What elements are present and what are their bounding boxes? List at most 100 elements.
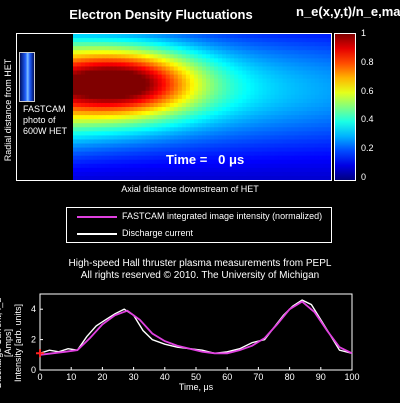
heatmap-cell [278, 42, 284, 47]
heatmap-cell [282, 66, 288, 72]
heatmap-cell [242, 143, 247, 149]
heatmap-cell [89, 119, 94, 124]
heatmap-cell [302, 127, 308, 132]
heatmap-cell [206, 131, 211, 136]
heatmap-cell [145, 163, 151, 169]
heatmap-cell [145, 62, 151, 68]
heatmap-cell [322, 119, 328, 124]
heatmap-cell [318, 94, 324, 100]
heatmap-cell [314, 151, 320, 157]
heatmap-cell [141, 66, 147, 72]
heatmap-cell [290, 139, 296, 145]
heatmap-cell [202, 155, 207, 161]
heatmap-cell [286, 82, 292, 88]
heatmap-cell [105, 115, 110, 120]
colorbar-title: n_e(x,y,t)/n_e,max [296, 4, 400, 19]
heatmap-cell [310, 111, 316, 116]
heatmap-cell [270, 119, 276, 124]
heatmap-cell [173, 62, 179, 68]
heatmap-cell [189, 70, 195, 76]
heatmap-cell [246, 58, 251, 63]
heatmap-cell [322, 175, 328, 180]
heatmap-cell [314, 175, 320, 180]
heatmap-cell [230, 62, 235, 68]
heatmap-cell [89, 50, 94, 55]
heatmap-cell [266, 82, 272, 88]
heatmap-cell [177, 86, 183, 92]
heatmap-cell [181, 54, 187, 59]
heatmap-cell [149, 66, 155, 72]
heatmap-cell [258, 111, 264, 116]
heatmap-cell [169, 123, 175, 128]
heatmap-cell [93, 42, 98, 47]
heatmap-cell [89, 143, 94, 149]
heatmap-cell [302, 66, 308, 72]
heatmap-cell [89, 139, 94, 145]
heatmap-cell [89, 46, 94, 51]
heatmap-cell [153, 58, 159, 63]
x-tick-label: 10 [66, 372, 76, 382]
heatmap-cell [189, 159, 195, 165]
heatmap-cell [129, 139, 135, 145]
heatmap-cell [250, 74, 256, 80]
heatmap-cell [89, 98, 94, 104]
heatmap-cell [278, 167, 284, 173]
heatmap-cell [294, 50, 300, 55]
heatmap-cell [77, 123, 82, 128]
heatmap-cell [222, 135, 227, 141]
heatmap-cell [234, 102, 239, 108]
heatmap-cell [81, 50, 86, 55]
heatmap-cell [238, 127, 243, 132]
heatmap-cell [101, 147, 106, 153]
heatmap-cell [173, 107, 179, 112]
heatmap-cell [105, 62, 110, 68]
heatmap-cell [314, 171, 320, 177]
heatmap-cell [222, 151, 227, 157]
heatmap-cell [193, 62, 199, 68]
heatmap-cell [193, 94, 199, 100]
heatmap-cell [210, 107, 215, 112]
heatmap-cell [306, 90, 312, 96]
heatmap-cell [250, 94, 256, 100]
heatmap-cell [202, 42, 207, 47]
heatmap-cell [161, 151, 167, 157]
heatmap-cell [193, 70, 199, 76]
heatmap-cell [206, 46, 211, 51]
heatmap-cell [254, 175, 260, 180]
heatmap-cell [193, 111, 199, 116]
heatmap-cell [93, 175, 98, 180]
heatmap-cell [77, 78, 82, 84]
heatmap-cell [298, 46, 304, 51]
heatmap-cell [125, 66, 131, 72]
heatmap-cell [137, 175, 143, 180]
heatmap-cell [181, 147, 187, 153]
heatmap-cell [250, 78, 256, 84]
heatmap-cell [270, 131, 276, 136]
heatmap-cell [238, 163, 243, 169]
heatmap-cell [230, 131, 235, 136]
heatmap-cell [234, 38, 239, 43]
heatmap-cell [161, 127, 167, 132]
heatmap-cell [254, 94, 260, 100]
heatmap-cell [278, 62, 284, 68]
heatmap-cell [286, 171, 292, 177]
heatmap-cell [266, 127, 272, 132]
heatmap-cell [290, 127, 296, 132]
heatmap-cell [93, 54, 98, 59]
heatmap-cell [286, 107, 292, 112]
heatmap-cell [314, 46, 320, 51]
heatmap-cell [318, 54, 324, 59]
heatmap-cell [125, 94, 131, 100]
heatmap-cell [210, 58, 215, 63]
heatmap-cell [286, 147, 292, 153]
heatmap-cell [310, 86, 316, 92]
heatmap-cell [326, 50, 331, 55]
heatmap-cell [234, 155, 239, 161]
heatmap-cell [129, 115, 135, 120]
heatmap-cell [274, 38, 280, 43]
heatmap-cell [105, 155, 110, 161]
heatmap-cell [145, 46, 151, 51]
heatmap-cell [226, 123, 231, 128]
heatmap-cell [161, 78, 167, 84]
heatmap-cell [81, 151, 86, 157]
